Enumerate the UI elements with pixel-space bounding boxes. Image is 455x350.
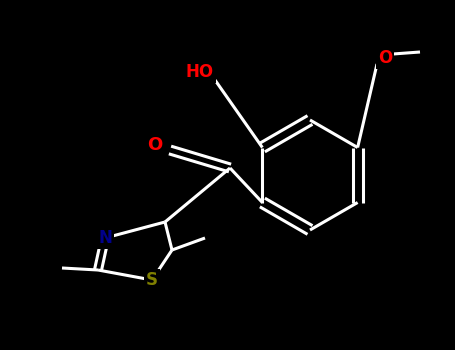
Text: N: N — [98, 229, 112, 247]
Text: HO: HO — [186, 63, 214, 81]
Text: O: O — [147, 136, 162, 154]
Text: O: O — [378, 49, 392, 67]
Text: S: S — [146, 271, 158, 289]
